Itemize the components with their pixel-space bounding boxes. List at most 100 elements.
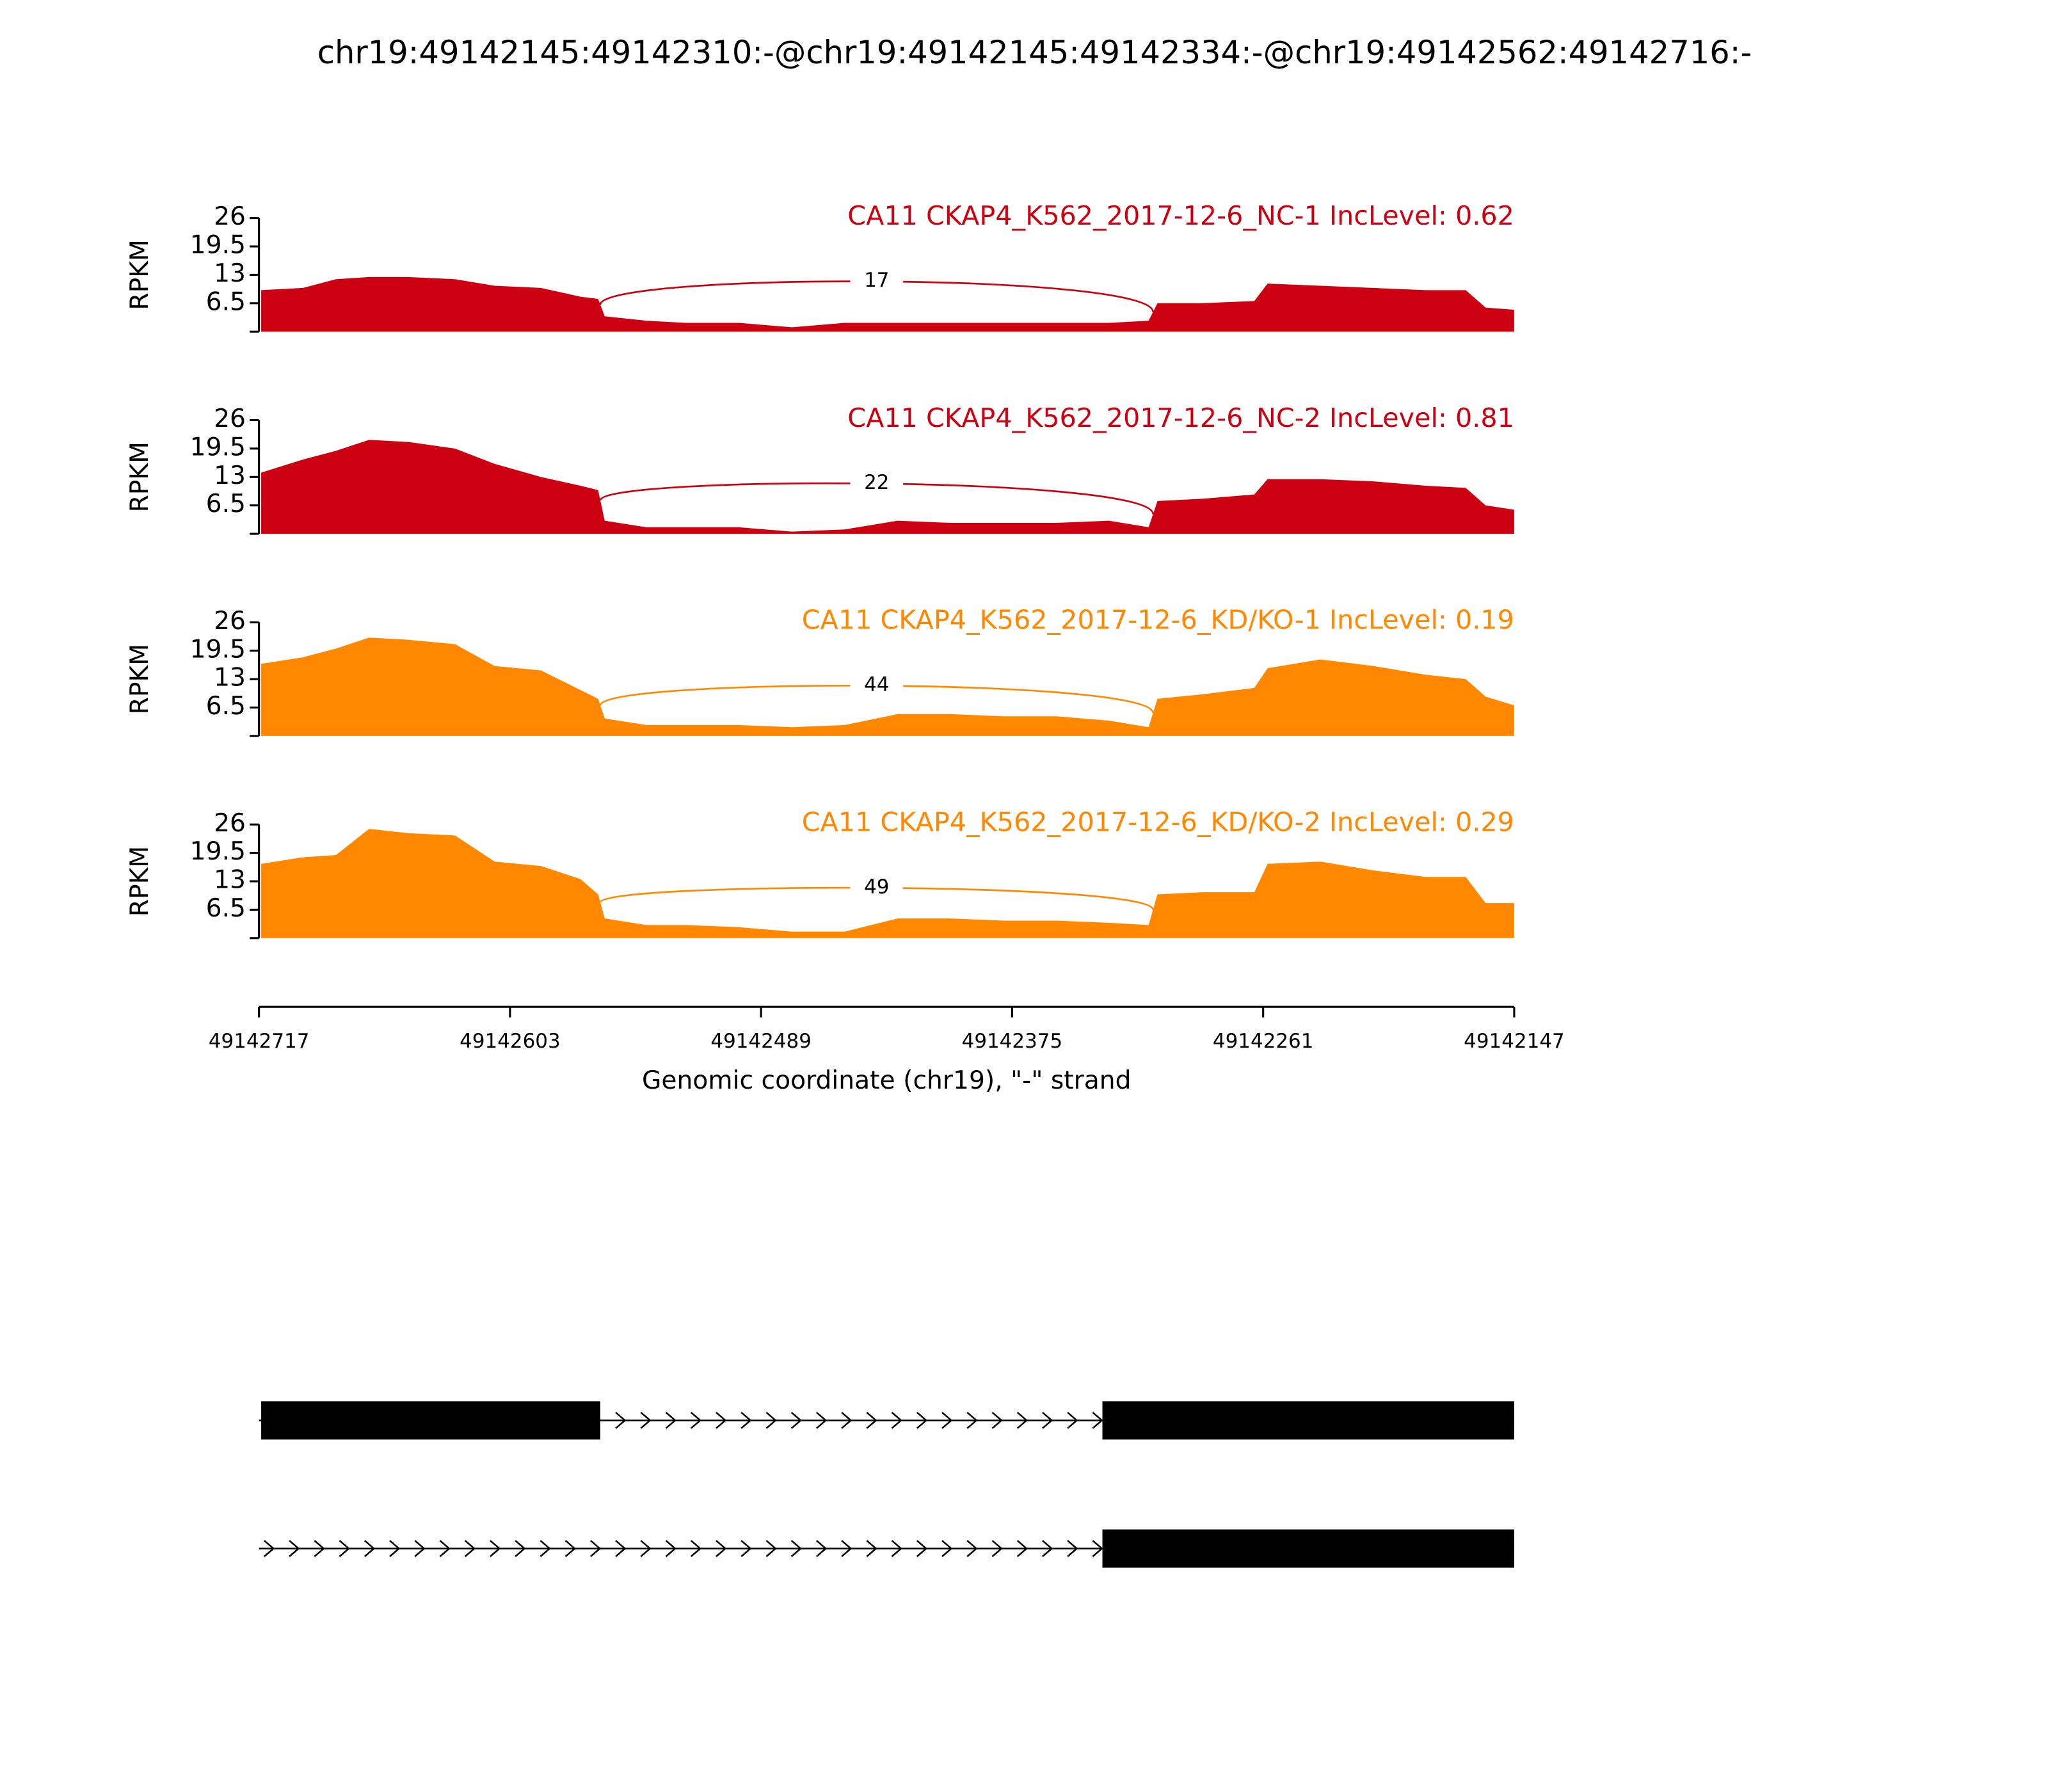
strand-arrow [941,1540,953,1557]
strand-arrow [841,1412,852,1429]
strand-arrow [1092,1412,1103,1429]
x-tick-label: 49142489 [710,1030,812,1053]
strand-arrow [941,1412,953,1429]
x-axis-label: Genomic coordinate (chr19), "-" strand [642,1066,1132,1095]
strand-arrow [665,1412,676,1429]
strand-arrow [314,1540,325,1557]
strand-arrow [264,1540,275,1557]
x-tick-label: 49142261 [1213,1030,1314,1053]
panel-title: CA11 CKAP4_K562_2017-12-6_NC-2 IncLevel:… [847,403,1514,433]
x-tick-label: 49142603 [460,1030,561,1053]
strand-arrow [916,1540,928,1557]
strand-arrow [289,1540,300,1557]
y-tick-label: 13 [214,664,246,692]
junction-label: 17 [864,269,889,292]
y-tick-label: 19.5 [190,837,246,866]
junction-label-bg [850,673,904,698]
strand-arrow [790,1540,803,1557]
y-tick-label: 19.5 [190,231,246,260]
strand-arrow [1092,1540,1103,1557]
strand-arrow [615,1540,627,1557]
junction-label-bg [850,472,904,496]
panel-title: CA11 CKAP4_K562_2017-12-6_NC-1 IncLevel:… [847,200,1514,231]
y-axis-label: RPKM [125,644,154,714]
y-tick-label: 6.5 [206,287,246,316]
strand-arrow [816,1412,828,1429]
x-tick-label: 49142147 [1464,1030,1565,1053]
strand-arrow [916,1412,928,1429]
strand-arrow [490,1540,501,1557]
strand-arrow [389,1540,401,1557]
y-tick-label: 26 [214,202,246,231]
strand-arrow [765,1412,777,1429]
strand-arrow [790,1412,803,1429]
y-axis-label: RPKM [125,239,154,310]
strand-arrow [991,1540,1003,1557]
junction-label: 22 [864,471,889,494]
coverage-area [261,637,1514,736]
x-tick-label: 49142375 [962,1030,1063,1053]
strand-arrow [740,1412,752,1429]
strand-arrow [515,1540,526,1557]
strand-arrow [414,1540,426,1557]
y-tick-label: 13 [214,461,246,490]
strand-arrow [1042,1540,1053,1557]
y-tick-label: 6.5 [206,692,246,721]
junction-label: 49 [864,876,889,899]
junction-label-bg [850,269,904,294]
strand-arrow [690,1540,702,1557]
strand-arrow [1067,1412,1078,1429]
strand-arrow [339,1540,350,1557]
exon [1102,1401,1514,1440]
junction-label: 44 [864,673,889,696]
strand-arrow [439,1540,451,1557]
y-tick-label: 6.5 [206,894,246,923]
y-axis-label: RPKM [125,442,154,512]
strand-arrow [991,1412,1003,1429]
strand-arrow [841,1540,852,1557]
y-tick-label: 26 [214,607,246,636]
strand-arrow [590,1540,602,1557]
strand-arrow [816,1540,828,1557]
strand-arrow [1016,1412,1028,1429]
coverage-area [261,276,1514,332]
coverage-area [261,829,1514,938]
y-tick-label: 26 [214,404,246,433]
strand-arrow [615,1412,627,1429]
x-tick-label: 49142717 [209,1030,310,1053]
coverage-area [261,440,1514,534]
strand-arrow [716,1412,727,1429]
strand-arrow [690,1412,702,1429]
strand-arrow [966,1540,978,1557]
strand-arrow [1016,1540,1028,1557]
y-tick-label: 13 [214,866,246,895]
y-tick-label: 19.5 [190,635,246,664]
panel-title: CA11 CKAP4_K562_2017-12-6_KD/KO-1 IncLev… [802,605,1514,636]
y-tick-label: 26 [214,809,246,838]
exon [1102,1529,1514,1568]
strand-arrow [564,1540,576,1557]
strand-arrow [540,1540,551,1557]
strand-arrow [464,1540,476,1557]
y-axis-label: RPKM [125,846,154,916]
strand-arrow [1042,1412,1053,1429]
strand-arrow [765,1540,777,1557]
strand-arrow [966,1412,978,1429]
panel-title: CA11 CKAP4_K562_2017-12-6_KD/KO-2 IncLev… [802,807,1514,838]
strand-arrow [866,1540,877,1557]
strand-arrow [364,1540,376,1557]
y-tick-label: 6.5 [206,490,246,518]
strand-arrow [891,1540,902,1557]
strand-arrow [640,1540,652,1557]
figure-title: chr19:49142145:49142310:-@chr19:49142145… [317,34,1752,71]
strand-arrow [665,1540,676,1557]
strand-arrow [891,1412,902,1429]
y-tick-label: 13 [214,259,246,288]
strand-arrow [716,1540,727,1557]
y-tick-label: 19.5 [190,433,246,461]
strand-arrow [740,1540,752,1557]
strand-arrow [866,1412,877,1429]
strand-arrow [640,1412,652,1429]
